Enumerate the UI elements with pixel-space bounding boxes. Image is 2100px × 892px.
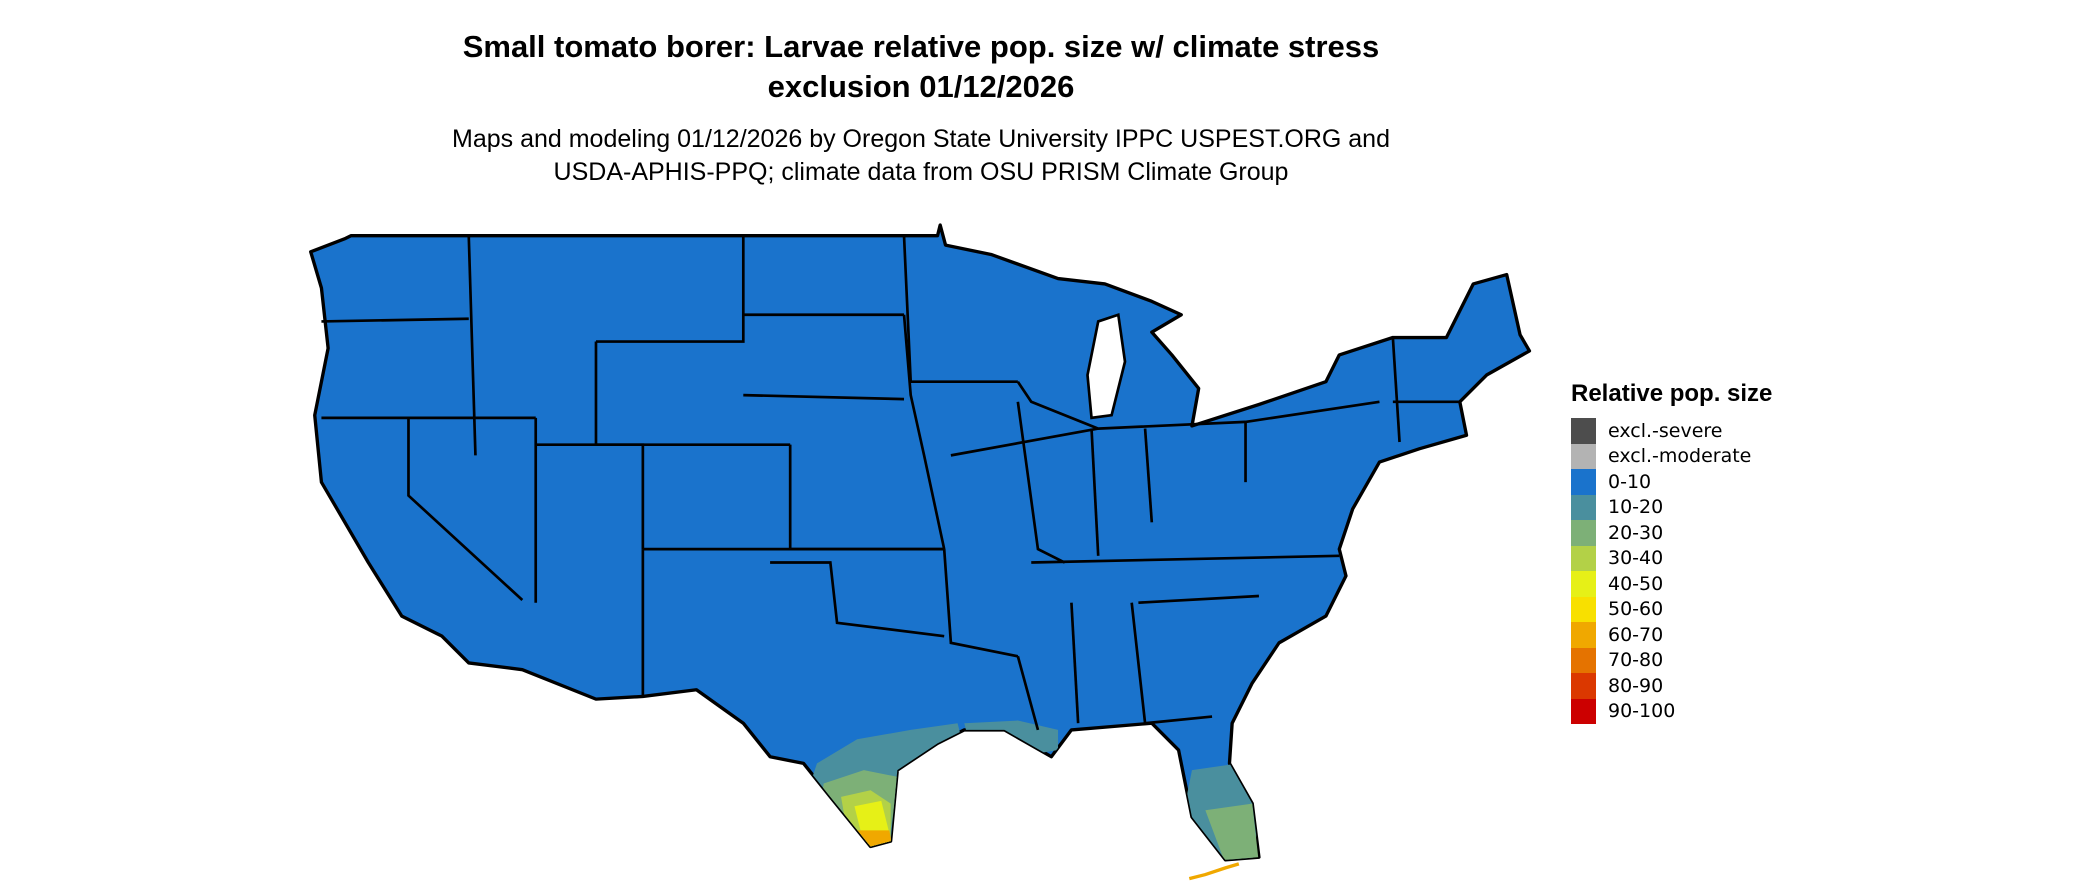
legend-item: 30-40 xyxy=(1571,545,1772,571)
state-border xyxy=(535,443,645,550)
legend-label: 50-60 xyxy=(1608,598,1664,621)
legend-swatch xyxy=(1571,545,1596,571)
legend-item: 70-80 xyxy=(1571,647,1772,673)
legend-item: 90-100 xyxy=(1571,698,1772,724)
state-border xyxy=(1016,655,1040,731)
state-border xyxy=(595,235,745,343)
legend-item: 20-30 xyxy=(1571,520,1772,546)
legend-swatch xyxy=(1571,443,1596,469)
legend-label: excl.-severe xyxy=(1608,419,1723,442)
state-border xyxy=(1031,554,1340,564)
legend: Relative pop. size excl.-severe excl.-mod… xyxy=(1571,380,1772,724)
lake-michigan xyxy=(1086,312,1127,420)
state-border xyxy=(1245,400,1380,424)
state-border xyxy=(1090,428,1100,556)
legend-swatch xyxy=(1571,622,1596,648)
legend-title: Relative pop. size xyxy=(1571,380,1773,407)
state-border xyxy=(407,417,524,602)
state-border xyxy=(902,314,946,550)
state-border xyxy=(1070,602,1080,724)
state-border xyxy=(1391,337,1401,443)
state-border xyxy=(1016,401,1066,564)
map-title-line1: Small tomato borer: Larvae relative pop.… xyxy=(462,29,1380,64)
legend-item: 80-90 xyxy=(1571,673,1772,699)
legend-label: 20-30 xyxy=(1608,521,1664,544)
legend-swatch xyxy=(1571,673,1596,699)
state-border xyxy=(1138,594,1260,605)
tx-60-70 xyxy=(857,830,895,858)
legend-swatch xyxy=(1571,520,1596,546)
state-border xyxy=(770,561,945,638)
legend-item: 10-20 xyxy=(1571,494,1772,520)
legend-label: 70-80 xyxy=(1608,649,1664,672)
legend-swatch xyxy=(1571,698,1596,724)
legend-label: 30-40 xyxy=(1608,547,1664,570)
legend-swatch xyxy=(1571,418,1596,444)
state-border xyxy=(1130,602,1213,725)
florida-keys xyxy=(1188,862,1240,881)
map-subtitle-line1: Maps and modeling 01/12/2026 by Oregon S… xyxy=(452,125,1390,153)
state-borders xyxy=(321,235,1460,731)
legend-label: excl.-moderate xyxy=(1608,445,1752,468)
state-border xyxy=(1143,428,1154,523)
legend-item: 40-50 xyxy=(1571,571,1772,597)
legend-label: 10-20 xyxy=(1608,496,1664,519)
legend-swatch xyxy=(1571,571,1596,597)
legend-item: 60-70 xyxy=(1571,622,1772,648)
legend-label: 40-50 xyxy=(1608,572,1664,595)
state-border xyxy=(1016,380,1246,430)
legend-swatch xyxy=(1571,469,1596,495)
legend-item: 50-60 xyxy=(1571,596,1772,622)
legend-label: 80-90 xyxy=(1608,674,1664,697)
state-border xyxy=(902,235,1018,384)
state-border xyxy=(942,549,1019,658)
legend-label: 60-70 xyxy=(1608,623,1664,646)
legend-swatch xyxy=(1571,596,1596,622)
legend-label: 90-100 xyxy=(1608,700,1676,723)
legend-swatch xyxy=(1571,647,1596,673)
map-title-line2: exclusion 01/12/2026 xyxy=(767,69,1075,104)
state-border xyxy=(321,317,469,323)
state-border xyxy=(743,393,905,401)
legend-label: 0-10 xyxy=(1608,470,1652,493)
us-outline xyxy=(309,223,1532,862)
fl-20-30 xyxy=(1205,803,1259,860)
state-border xyxy=(788,444,945,551)
map-subtitle-line2: USDA-APHIS-PPQ; climate data from OSU PR… xyxy=(553,158,1289,186)
legend-item: 0-10 xyxy=(1571,469,1772,495)
legend-item: excl.-severe xyxy=(1571,418,1772,444)
legend-swatch xyxy=(1571,494,1596,520)
legend-item: excl.-moderate xyxy=(1571,443,1772,469)
